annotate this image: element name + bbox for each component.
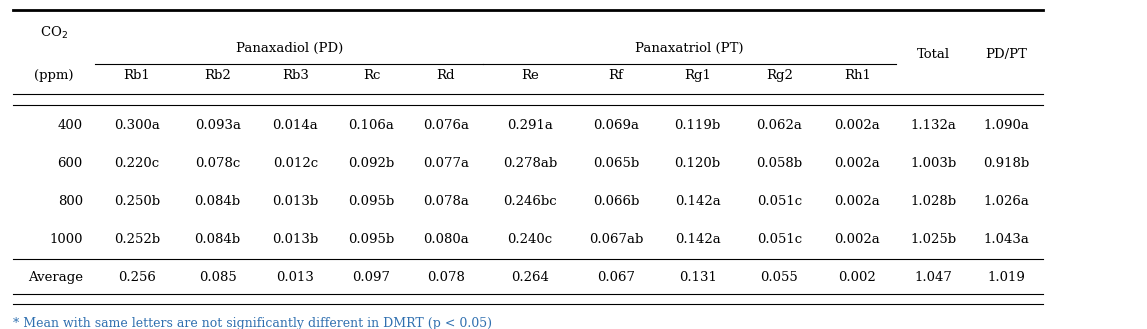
Text: 0.264: 0.264 xyxy=(512,271,549,284)
Text: 0.119b: 0.119b xyxy=(674,119,720,132)
Text: (ppm): (ppm) xyxy=(34,69,73,82)
Text: 0.078a: 0.078a xyxy=(423,195,469,208)
Text: 0.092b: 0.092b xyxy=(349,157,395,170)
Text: 0.085: 0.085 xyxy=(198,271,236,284)
Text: 0.076a: 0.076a xyxy=(423,119,469,132)
Text: 0.055: 0.055 xyxy=(760,271,798,284)
Text: 0.078: 0.078 xyxy=(427,271,465,284)
Text: 1000: 1000 xyxy=(49,233,83,246)
Text: 0.250b: 0.250b xyxy=(114,195,161,208)
Text: 0.051c: 0.051c xyxy=(757,233,802,246)
Text: * Mean with same letters are not significantly different in DMRT (p < 0.05): * Mean with same letters are not signifi… xyxy=(13,316,492,329)
Text: 0.077a: 0.077a xyxy=(423,157,469,170)
Text: 0.300a: 0.300a xyxy=(114,119,159,132)
Text: Average: Average xyxy=(28,271,83,284)
Text: 0.246bc: 0.246bc xyxy=(504,195,556,208)
Text: 0.142a: 0.142a xyxy=(674,233,720,246)
Text: 0.066b: 0.066b xyxy=(593,195,639,208)
Text: 0.051c: 0.051c xyxy=(757,195,802,208)
Text: 0.131: 0.131 xyxy=(679,271,717,284)
Text: 0.012c: 0.012c xyxy=(273,157,318,170)
Text: 0.013b: 0.013b xyxy=(272,233,319,246)
Text: Rb3: Rb3 xyxy=(282,69,309,82)
Text: 0.080a: 0.080a xyxy=(423,233,469,246)
Text: 1.043a: 1.043a xyxy=(984,233,1030,246)
Text: 0.065b: 0.065b xyxy=(593,157,639,170)
Text: Rd: Rd xyxy=(437,69,455,82)
Text: Rb2: Rb2 xyxy=(204,69,231,82)
Text: Rc: Rc xyxy=(362,69,381,82)
Text: 0.002a: 0.002a xyxy=(834,119,880,132)
Text: 400: 400 xyxy=(57,119,83,132)
Text: 800: 800 xyxy=(57,195,83,208)
Text: 1.026a: 1.026a xyxy=(984,195,1030,208)
Text: Rg2: Rg2 xyxy=(766,69,793,82)
Text: 1.090a: 1.090a xyxy=(984,119,1030,132)
Text: Rh1: Rh1 xyxy=(844,69,871,82)
Text: 0.278ab: 0.278ab xyxy=(502,157,557,170)
Text: 0.078c: 0.078c xyxy=(195,157,240,170)
Text: CO$_2$: CO$_2$ xyxy=(40,25,68,41)
Text: 0.013b: 0.013b xyxy=(272,195,319,208)
Text: 600: 600 xyxy=(57,157,83,170)
Text: 0.095b: 0.095b xyxy=(349,233,395,246)
Text: 0.062a: 0.062a xyxy=(757,119,803,132)
Text: 0.093a: 0.093a xyxy=(195,119,241,132)
Text: Total: Total xyxy=(916,48,950,61)
Text: 0.097: 0.097 xyxy=(352,271,390,284)
Text: 0.252b: 0.252b xyxy=(114,233,161,246)
Text: Rf: Rf xyxy=(608,69,623,82)
Text: 0.142a: 0.142a xyxy=(674,195,720,208)
Text: 0.058b: 0.058b xyxy=(756,157,803,170)
Text: 1.132a: 1.132a xyxy=(911,119,957,132)
Text: 0.084b: 0.084b xyxy=(195,195,241,208)
Text: 0.067ab: 0.067ab xyxy=(588,233,643,246)
Text: 0.013: 0.013 xyxy=(276,271,314,284)
Text: 0.120b: 0.120b xyxy=(674,157,720,170)
Text: Rg1: Rg1 xyxy=(685,69,711,82)
Text: 0.240c: 0.240c xyxy=(507,233,553,246)
Text: 1.047: 1.047 xyxy=(914,271,952,284)
Text: 1.019: 1.019 xyxy=(988,271,1025,284)
Text: 1.003b: 1.003b xyxy=(911,157,957,170)
Text: 0.106a: 0.106a xyxy=(349,119,395,132)
Text: 0.256: 0.256 xyxy=(118,271,156,284)
Text: 0.084b: 0.084b xyxy=(195,233,241,246)
Text: 0.095b: 0.095b xyxy=(349,195,395,208)
Text: 1.028b: 1.028b xyxy=(911,195,957,208)
Text: 0.002a: 0.002a xyxy=(834,195,880,208)
Text: 0.069a: 0.069a xyxy=(593,119,639,132)
Text: Re: Re xyxy=(521,69,539,82)
Text: 0.220c: 0.220c xyxy=(115,157,159,170)
Text: 0.002a: 0.002a xyxy=(834,233,880,246)
Text: 1.025b: 1.025b xyxy=(911,233,957,246)
Text: 0.014a: 0.014a xyxy=(273,119,319,132)
Text: 0.918b: 0.918b xyxy=(983,157,1030,170)
Text: 0.002: 0.002 xyxy=(838,271,876,284)
Text: 0.067: 0.067 xyxy=(596,271,634,284)
Text: Panaxadiol (PD): Panaxadiol (PD) xyxy=(235,42,343,55)
Text: Rb1: Rb1 xyxy=(124,69,150,82)
Text: 0.291a: 0.291a xyxy=(507,119,553,132)
Text: Panaxatriol (PT): Panaxatriol (PT) xyxy=(635,42,744,55)
Text: PD/PT: PD/PT xyxy=(985,48,1028,61)
Text: 0.002a: 0.002a xyxy=(834,157,880,170)
